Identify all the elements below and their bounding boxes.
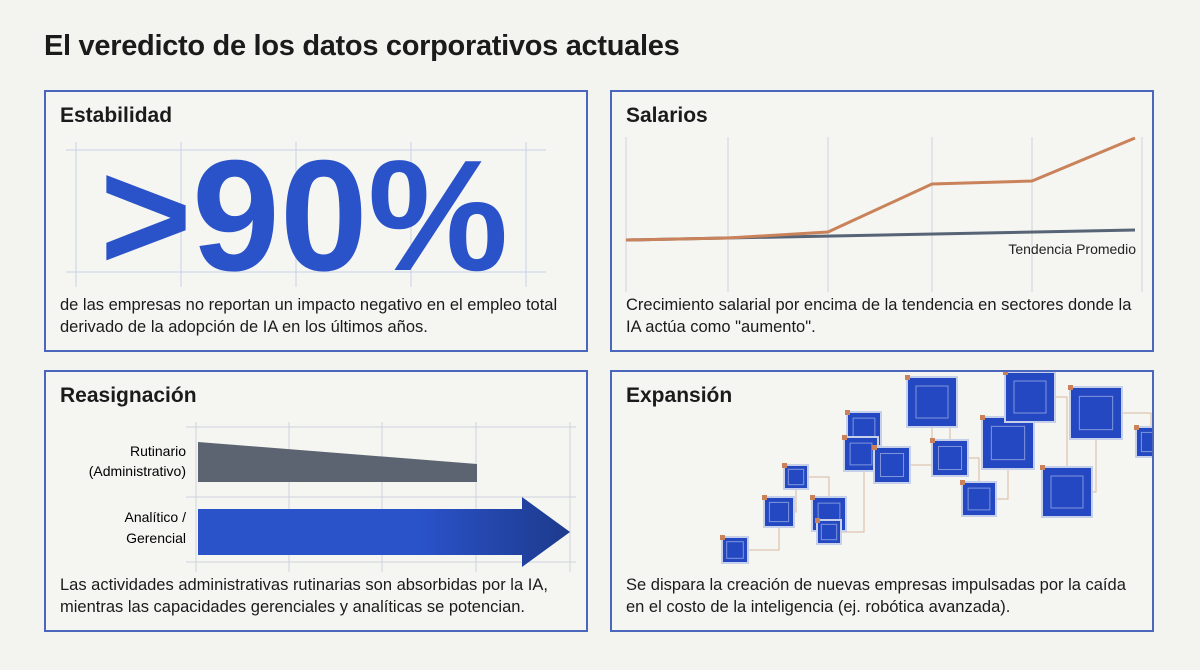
node-inner	[1013, 380, 1047, 414]
page-title: El veredicto de los datos corporativos a…	[44, 30, 680, 62]
panel-title: Salarios	[626, 104, 708, 127]
panel-graphic: Rutinario (Administrativo) Analítico / G…	[89, 422, 576, 572]
node-square	[1004, 372, 1056, 423]
node-square	[1041, 466, 1093, 518]
node-corner	[845, 410, 850, 415]
node-corner	[980, 415, 985, 420]
node-corner	[960, 480, 965, 485]
node-corner	[782, 463, 787, 468]
panel-title: Expansión	[626, 384, 733, 407]
growth-arrow	[198, 497, 570, 567]
node-inner	[849, 442, 873, 466]
panel-graphic: Tendencia Promedio	[625, 136, 1143, 292]
bar-label: Rutinario	[130, 443, 186, 459]
node-square	[783, 464, 809, 490]
node-square	[1069, 386, 1123, 440]
panel: >90% Estabilidad de las empresas no repo…	[44, 90, 588, 352]
panel-title: Reasignación	[60, 384, 197, 407]
node-square	[816, 519, 842, 545]
panel: Rutinario (Administrativo) Analítico / G…	[44, 370, 588, 632]
panel-text: de las empresas no reportan un impacto n…	[60, 296, 558, 336]
node-corner	[1068, 385, 1073, 390]
node-inner	[937, 445, 963, 471]
guide-grid	[186, 422, 576, 572]
panel: Expansión Se dispara la creación de nuev…	[610, 370, 1154, 632]
node-square	[843, 436, 879, 472]
node-square	[981, 416, 1035, 470]
panel-text: Las actividades administrativas rutinari…	[60, 576, 548, 616]
node-inner	[1050, 475, 1084, 509]
node-inner	[726, 541, 744, 559]
node-inner	[967, 487, 991, 511]
node-inner	[787, 468, 805, 486]
guide-grid	[66, 142, 546, 287]
node-inner	[990, 425, 1026, 461]
key-figure: >90%	[100, 128, 509, 304]
node-square	[763, 496, 795, 528]
node-square	[1135, 426, 1152, 458]
node-inner	[1078, 395, 1114, 431]
panel-text: Se dispara la creación de nuevas empresa…	[626, 576, 1126, 616]
node-corner	[930, 438, 935, 443]
panel-title: Estabilidad	[60, 104, 173, 127]
bar-label: (Administrativo)	[89, 463, 186, 479]
node-corner	[1134, 425, 1139, 430]
node-corner	[1003, 372, 1008, 375]
node-corner	[720, 535, 725, 540]
salary-line	[625, 136, 1136, 242]
routine-bar	[198, 442, 477, 482]
node-corner	[815, 518, 820, 523]
node-corner	[905, 375, 910, 380]
node-square	[873, 446, 911, 484]
panel-graphic	[720, 372, 1152, 564]
node-square	[906, 376, 958, 428]
node-square	[961, 481, 997, 517]
node-inner	[915, 385, 949, 419]
node-corner	[762, 495, 767, 500]
node-square	[721, 536, 749, 564]
node-inner	[1140, 431, 1152, 453]
node-corner	[872, 445, 877, 450]
node-square	[931, 439, 969, 477]
node-corner	[810, 495, 815, 500]
panel-text: Crecimiento salarial por encima de la te…	[626, 296, 1132, 336]
node-corner	[1040, 465, 1045, 470]
panel: Tendencia Promedio Salarios Crecimiento …	[610, 90, 1154, 352]
panel-graphic: >90%	[66, 128, 546, 304]
node-inner	[820, 523, 838, 541]
node-inner	[768, 501, 790, 523]
guide-grid	[625, 137, 1143, 292]
bar-label: Gerencial	[126, 530, 186, 546]
node-inner	[879, 452, 905, 478]
bar-label: Analítico /	[125, 509, 187, 525]
node-corner	[842, 435, 847, 440]
line-label: Tendencia Promedio	[1008, 241, 1136, 257]
